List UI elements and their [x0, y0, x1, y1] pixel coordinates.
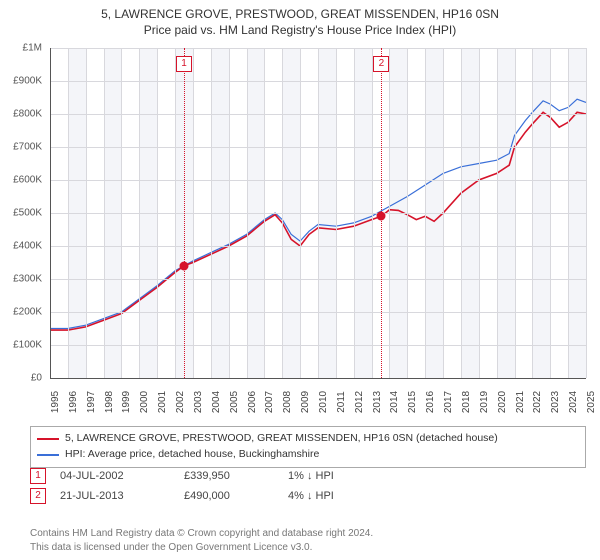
attribution-footer: Contains HM Land Registry data © Crown c…	[30, 527, 586, 554]
x-tick-label: 2000	[139, 391, 150, 413]
y-tick-label: £300K	[13, 274, 42, 285]
x-tick-label: 2003	[193, 391, 204, 413]
y-tick-label: £800K	[13, 109, 42, 120]
sale-marker-line	[184, 48, 185, 378]
x-tick-label: 2016	[425, 391, 436, 413]
sale-marker-dot	[377, 212, 386, 221]
y-tick-label: £900K	[13, 76, 42, 87]
title-line-1: 5, LAWRENCE GROVE, PRESTWOOD, GREAT MISS…	[0, 6, 600, 22]
legend-label-hpi: HPI: Average price, detached house, Buck…	[65, 447, 319, 463]
sales-row-index: 1	[30, 468, 46, 484]
sales-row: 1 04-JUL-2002 £339,950 1% ↓ HPI	[30, 466, 586, 486]
title-line-2: Price paid vs. HM Land Registry's House …	[0, 22, 600, 38]
sale-marker-label: 2	[373, 56, 389, 72]
x-tick-label: 2009	[300, 391, 311, 413]
x-tick-label: 2015	[407, 391, 418, 413]
x-tick-label: 2001	[157, 391, 168, 413]
x-tick-label: 2024	[568, 391, 579, 413]
x-tick-label: 2020	[497, 391, 508, 413]
x-tick-label: 2017	[443, 391, 454, 413]
x-tick-label: 2022	[532, 391, 543, 413]
x-tick-label: 1996	[68, 391, 79, 413]
y-axis-labels: £0£100K£200K£300K£400K£500K£600K£700K£80…	[0, 48, 46, 378]
x-tick-label: 1999	[121, 391, 132, 413]
footer-line-2: This data is licensed under the Open Gov…	[30, 541, 586, 555]
x-tick-label: 1995	[50, 391, 61, 413]
x-tick-label: 2011	[336, 391, 347, 413]
legend-swatch-property	[37, 438, 59, 440]
legend-swatch-hpi	[37, 454, 59, 456]
legend-row-property: 5, LAWRENCE GROVE, PRESTWOOD, GREAT MISS…	[37, 431, 579, 447]
x-tick-label: 2012	[354, 391, 365, 413]
x-tick-label: 2018	[461, 391, 472, 413]
sales-row-date: 21-JUL-2013	[60, 490, 170, 502]
chart-container: 5, LAWRENCE GROVE, PRESTWOOD, GREAT MISS…	[0, 0, 600, 560]
sales-row-price: £490,000	[184, 490, 274, 502]
sales-row: 2 21-JUL-2013 £490,000 4% ↓ HPI	[30, 486, 586, 506]
sales-row-date: 04-JUL-2002	[60, 470, 170, 482]
x-tick-label: 1998	[104, 391, 115, 413]
y-tick-label: £1M	[23, 43, 42, 54]
y-tick-label: £0	[31, 373, 42, 384]
x-tick-label: 2002	[175, 391, 186, 413]
x-tick-label: 2006	[247, 391, 258, 413]
y-tick-label: £200K	[13, 307, 42, 318]
x-tick-label: 2010	[318, 391, 329, 413]
sales-row-delta: 4% ↓ HPI	[288, 490, 378, 502]
x-tick-label: 2008	[282, 391, 293, 413]
sales-row-price: £339,950	[184, 470, 274, 482]
x-tick-label: 2004	[211, 391, 222, 413]
x-tick-label: 2023	[550, 391, 561, 413]
x-tick-label: 2014	[389, 391, 400, 413]
x-tick-label: 2025	[586, 391, 597, 413]
y-tick-label: £700K	[13, 142, 42, 153]
y-tick-label: £500K	[13, 208, 42, 219]
x-tick-label: 2007	[264, 391, 275, 413]
x-tick-label: 2013	[372, 391, 383, 413]
x-tick-label: 2005	[229, 391, 240, 413]
y-tick-label: £600K	[13, 175, 42, 186]
plot-area: 12	[50, 48, 586, 378]
x-tick-label: 2019	[479, 391, 490, 413]
footer-line-1: Contains HM Land Registry data © Crown c…	[30, 527, 586, 541]
legend-label-property: 5, LAWRENCE GROVE, PRESTWOOD, GREAT MISS…	[65, 431, 498, 447]
sales-row-index: 2	[30, 488, 46, 504]
chart-title: 5, LAWRENCE GROVE, PRESTWOOD, GREAT MISS…	[0, 0, 600, 38]
x-axis-labels: 1995 1996 1997 1998 1999 2000 2001 2002 2003 2004…	[50, 380, 586, 424]
x-tick-label: 2021	[515, 391, 526, 413]
sale-marker-dot	[180, 261, 189, 270]
y-tick-label: £400K	[13, 241, 42, 252]
sales-table: 1 04-JUL-2002 £339,950 1% ↓ HPI 2 21-JUL-2013…	[30, 466, 586, 506]
sale-marker-label: 1	[176, 56, 192, 72]
x-tick-label: 1997	[86, 391, 97, 413]
legend-row-hpi: HPI: Average price, detached house, Buck…	[37, 447, 579, 463]
y-tick-label: £100K	[13, 340, 42, 351]
legend: 5, LAWRENCE GROVE, PRESTWOOD, GREAT MISS…	[30, 426, 586, 468]
sales-row-delta: 1% ↓ HPI	[288, 470, 378, 482]
